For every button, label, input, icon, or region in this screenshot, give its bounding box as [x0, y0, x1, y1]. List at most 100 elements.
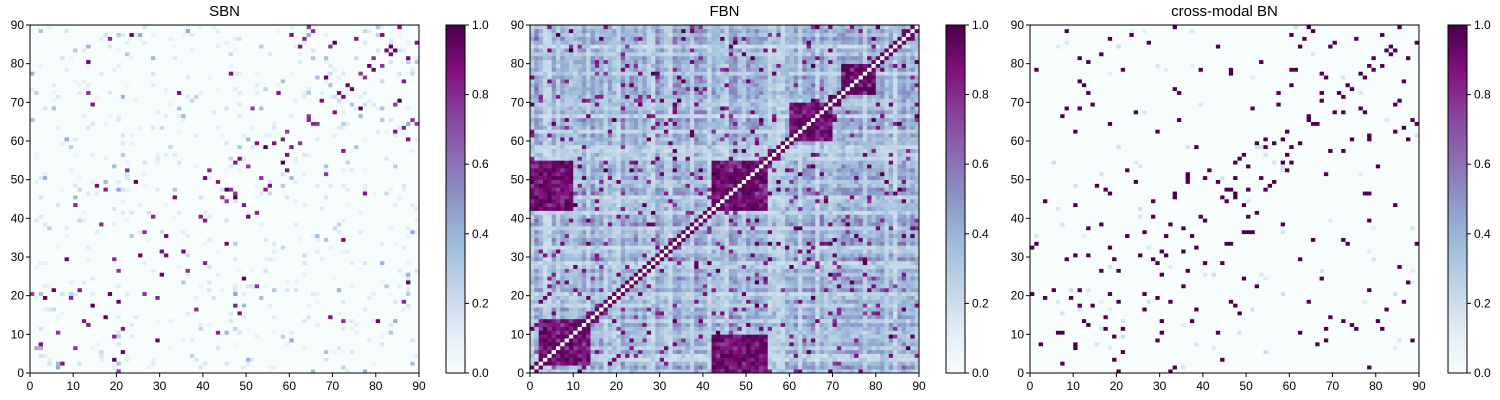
heatmap-cell [375, 222, 381, 227]
heatmap-cell [228, 241, 234, 246]
heatmap-cell [410, 342, 415, 347]
heatmap-cell [90, 218, 96, 223]
heatmap-cell [146, 326, 152, 331]
heatmap-cell [103, 338, 109, 343]
heatmap-cell [64, 322, 70, 327]
heatmap-cell [42, 280, 48, 285]
heatmap-cell [99, 268, 104, 273]
heatmap-cell [250, 241, 256, 246]
heatmap-cell [297, 183, 303, 188]
heatmap-cell [34, 233, 39, 238]
heatmap-cell [375, 342, 381, 347]
heatmap-cell [328, 202, 333, 208]
heatmap-cell [388, 365, 394, 370]
heatmap-cell [133, 257, 139, 262]
heatmap-cell [306, 160, 312, 165]
heatmap-cell [34, 191, 39, 196]
heatmap-cell [129, 264, 135, 269]
heatmap-cell [51, 249, 57, 254]
heatmap-cell [384, 191, 390, 196]
heatmap-cell [129, 268, 135, 273]
heatmap-cell [142, 249, 147, 254]
heatmap-cell [241, 330, 247, 335]
heatmap-cell [293, 264, 299, 269]
heatmap-cell [315, 199, 320, 204]
heatmap-cell [345, 291, 351, 296]
heatmap-cell [328, 229, 333, 235]
heatmap-cell [323, 349, 329, 354]
heatmap-cell [297, 284, 303, 289]
heatmap-cell [388, 311, 394, 316]
heatmap-cell [241, 287, 247, 293]
heatmap-cell [401, 361, 407, 366]
heatmap-cell [215, 210, 221, 215]
heatmap-cell [289, 342, 294, 347]
heatmap-cell [138, 222, 143, 227]
heatmap-cell [233, 349, 238, 354]
heatmap-cell [272, 253, 277, 258]
heatmap-cell [336, 295, 342, 300]
heatmap-cell [388, 210, 394, 215]
heatmap-cell [103, 315, 109, 320]
heatmap-cell [345, 175, 351, 180]
heatmap-cell [215, 334, 221, 339]
heatmap-cell [276, 318, 281, 324]
heatmap-cell [129, 168, 135, 173]
heatmap-cell [211, 202, 217, 208]
heatmap-cell [319, 342, 325, 347]
heatmap-cell [237, 187, 243, 192]
heatmap-cell [198, 338, 204, 343]
heatmap-cell [129, 183, 135, 188]
heatmap-cell [142, 171, 147, 177]
heatmap-cell [211, 268, 217, 273]
heatmap-cell [414, 202, 420, 208]
heatmap-cell [116, 284, 122, 289]
heatmap-cell [328, 299, 333, 304]
heatmap-cell [168, 369, 173, 374]
heatmap-cell [159, 164, 165, 169]
heatmap-cell [125, 276, 130, 281]
heatmap-cell [246, 187, 251, 192]
heatmap-cell [328, 307, 333, 312]
heatmap-cell [73, 284, 78, 289]
heatmap-cell [302, 187, 307, 192]
heatmap-cell [228, 195, 234, 200]
heatmap-cell [194, 326, 199, 331]
heatmap-cell [414, 361, 420, 366]
heatmap-cell [354, 342, 359, 347]
heatmap-cell [142, 353, 147, 358]
heatmap-cell [34, 342, 39, 347]
heatmap-cell [138, 311, 143, 316]
heatmap-cell [224, 210, 230, 215]
heatmap-cell [319, 241, 325, 246]
heatmap-cell [112, 241, 117, 246]
heatmap-cell [202, 322, 208, 327]
heatmap-cell [129, 202, 135, 208]
heatmap-cell [228, 291, 234, 296]
heatmap-cell [406, 171, 411, 177]
heatmap-cell [168, 179, 173, 184]
heatmap-cell [246, 318, 251, 324]
heatmap-cell [246, 249, 251, 254]
heatmap-cell [250, 160, 256, 165]
heatmap-cell [233, 160, 238, 165]
heatmap-cell [250, 257, 256, 262]
heatmap-cell [176, 179, 182, 184]
heatmap-cell [285, 206, 290, 211]
heatmap-cell [55, 330, 61, 335]
heatmap-cell [220, 210, 225, 215]
heatmap-cell [349, 160, 355, 165]
heatmap-cell [189, 280, 195, 285]
heatmap-cell [267, 260, 273, 266]
heatmap-cell [116, 322, 122, 327]
heatmap-cell [336, 353, 342, 358]
heatmap-cell [362, 187, 368, 192]
heatmap-cell [345, 272, 351, 277]
heatmap-cell [272, 237, 277, 242]
heatmap-cell [289, 214, 294, 219]
heatmap-cell [189, 218, 195, 223]
heatmap-cell [388, 291, 394, 296]
heatmap-cell [336, 315, 342, 320]
heatmap-cell [224, 183, 230, 188]
heatmap-cell [302, 226, 307, 231]
